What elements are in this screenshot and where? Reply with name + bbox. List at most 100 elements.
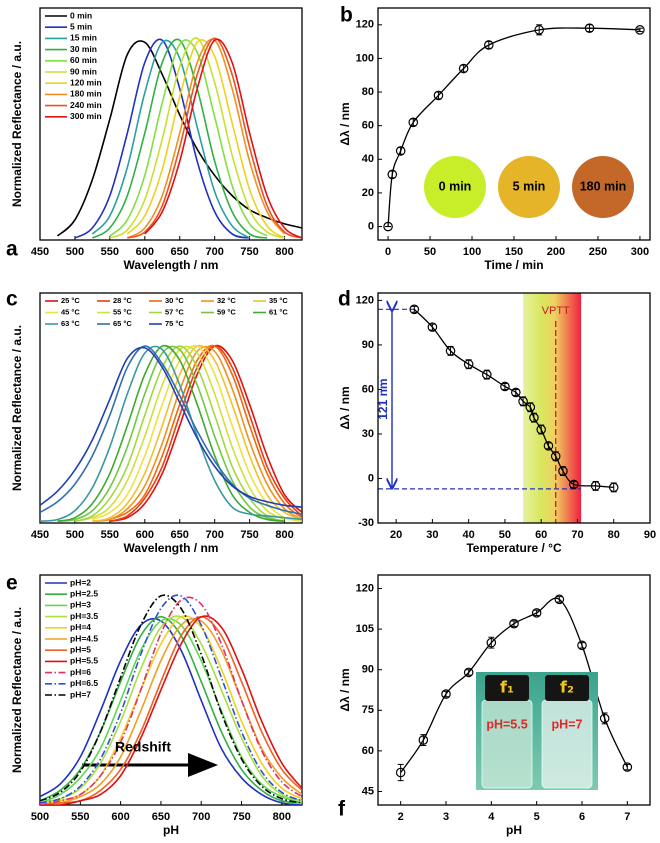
x-tick-label: 650: [171, 246, 189, 258]
error-bar: [411, 305, 418, 313]
spectrum-line: [40, 617, 302, 805]
data-point: [608, 482, 619, 493]
spectrum-line: [40, 594, 302, 804]
x-tick-label: 50: [424, 246, 436, 258]
x-axis-label: pH: [506, 823, 522, 837]
error-bar: [501, 383, 508, 390]
spectrum-line: [109, 39, 268, 237]
legend-label: 63 °C: [61, 319, 80, 328]
span-label: 121 nm: [376, 378, 390, 419]
legend-label: 60 min: [70, 55, 97, 65]
spectrum-line: [92, 38, 268, 239]
legend-label: 59 °C: [217, 307, 236, 316]
data-point: [590, 481, 601, 491]
data-point: [518, 396, 528, 407]
legend-label: 45 °C: [61, 307, 80, 316]
error-bar: [485, 41, 492, 49]
legend-label: 180 min: [70, 89, 102, 99]
panel-letter: a: [6, 238, 18, 261]
x-tick-label: 500: [31, 811, 49, 823]
panel-letter: e: [6, 572, 18, 595]
x-tick-label: 650: [171, 529, 189, 541]
x-tick-label: 50: [499, 529, 511, 541]
vial-body: [481, 699, 533, 789]
legend-label: 28 °C: [113, 296, 132, 305]
legend-label: pH=6: [70, 667, 91, 677]
plot-frame: [377, 292, 651, 524]
plot-frame: [39, 574, 303, 806]
data-point: [441, 689, 451, 699]
x-tick-label: 150: [505, 246, 523, 258]
vial-cap: [485, 675, 529, 701]
data-point: [433, 90, 444, 101]
x-tick-label: 550: [101, 529, 119, 541]
spectrum-line: [40, 615, 302, 805]
data-point: [569, 479, 579, 490]
legend-label: 57 °C: [165, 307, 184, 316]
error-bar: [512, 388, 519, 396]
legend-label: 300 min: [70, 111, 102, 121]
legend-label: 35 °C: [269, 296, 288, 305]
inset-photo: [424, 156, 486, 218]
data-point: [558, 466, 568, 476]
error-bar: [556, 596, 563, 603]
legend-label: 30 min: [70, 44, 97, 54]
error-bar: [545, 442, 552, 450]
vial-ph-label: pH=5.5: [486, 717, 527, 731]
x-tick-label: 600: [136, 529, 154, 541]
data-point: [486, 637, 497, 648]
vptt-label: VPTT: [542, 305, 570, 317]
x-axis-label: Wavelength / nm: [124, 258, 219, 272]
data-point: [529, 412, 539, 423]
y-tick-label: 105: [356, 623, 374, 635]
x-tick-label: 30: [426, 529, 438, 541]
legend-label: pH=6.5: [70, 678, 98, 688]
spectrum-line: [127, 37, 302, 239]
y-tick-label: 30: [362, 428, 374, 440]
x-tick-label: 500: [66, 529, 84, 541]
legend-label: 30 °C: [165, 296, 184, 305]
x-tick-label: 200: [547, 246, 565, 258]
legend-label: 75 °C: [165, 319, 184, 328]
x-tick-label: 700: [192, 811, 210, 823]
spectrum-line: [40, 617, 302, 805]
y-tick-label: 120: [356, 582, 374, 594]
data-point: [409, 304, 420, 315]
x-tick-label: 40: [463, 529, 475, 541]
fit-line: [387, 27, 640, 227]
legend-label: pH=3: [70, 600, 91, 610]
inset-photo: [572, 156, 634, 218]
data-point: [418, 735, 429, 745]
spectrum-line: [57, 344, 285, 523]
x-tick-label: 70: [571, 529, 583, 541]
legend-label: 240 min: [70, 100, 102, 110]
panel-letter: f: [338, 798, 346, 821]
data-point: [554, 594, 565, 605]
spectrum-line: [57, 345, 285, 523]
x-tick-label: 60: [535, 529, 547, 541]
spectrum-line: [92, 344, 302, 523]
x-tick-label: 100: [463, 246, 481, 258]
error-bar: [465, 669, 472, 676]
y-axis-label: Δλ / nm: [338, 102, 352, 145]
data-point: [543, 441, 554, 451]
x-tick-label: 3: [443, 811, 449, 823]
data-point: [383, 221, 393, 232]
x-axis-label: Time / min: [484, 258, 543, 272]
y-tick-label: 80: [362, 86, 374, 98]
x-tick-label: 700: [205, 529, 223, 541]
x-axis-label: Temperature / °C: [466, 541, 562, 555]
inset-label: 0 min: [439, 179, 472, 193]
inset-label: 180 min: [580, 179, 627, 193]
inset-label: 5 min: [513, 179, 546, 193]
data-point: [534, 25, 544, 35]
data-point: [481, 369, 492, 380]
data-point: [463, 359, 474, 370]
data-point: [395, 146, 406, 156]
data-point: [577, 640, 587, 651]
data-point: [584, 23, 595, 33]
spectrum-line: [40, 615, 302, 804]
y-tick-label: 60: [362, 745, 374, 757]
y-tick-label: 60: [362, 383, 374, 395]
data-point: [395, 767, 406, 778]
